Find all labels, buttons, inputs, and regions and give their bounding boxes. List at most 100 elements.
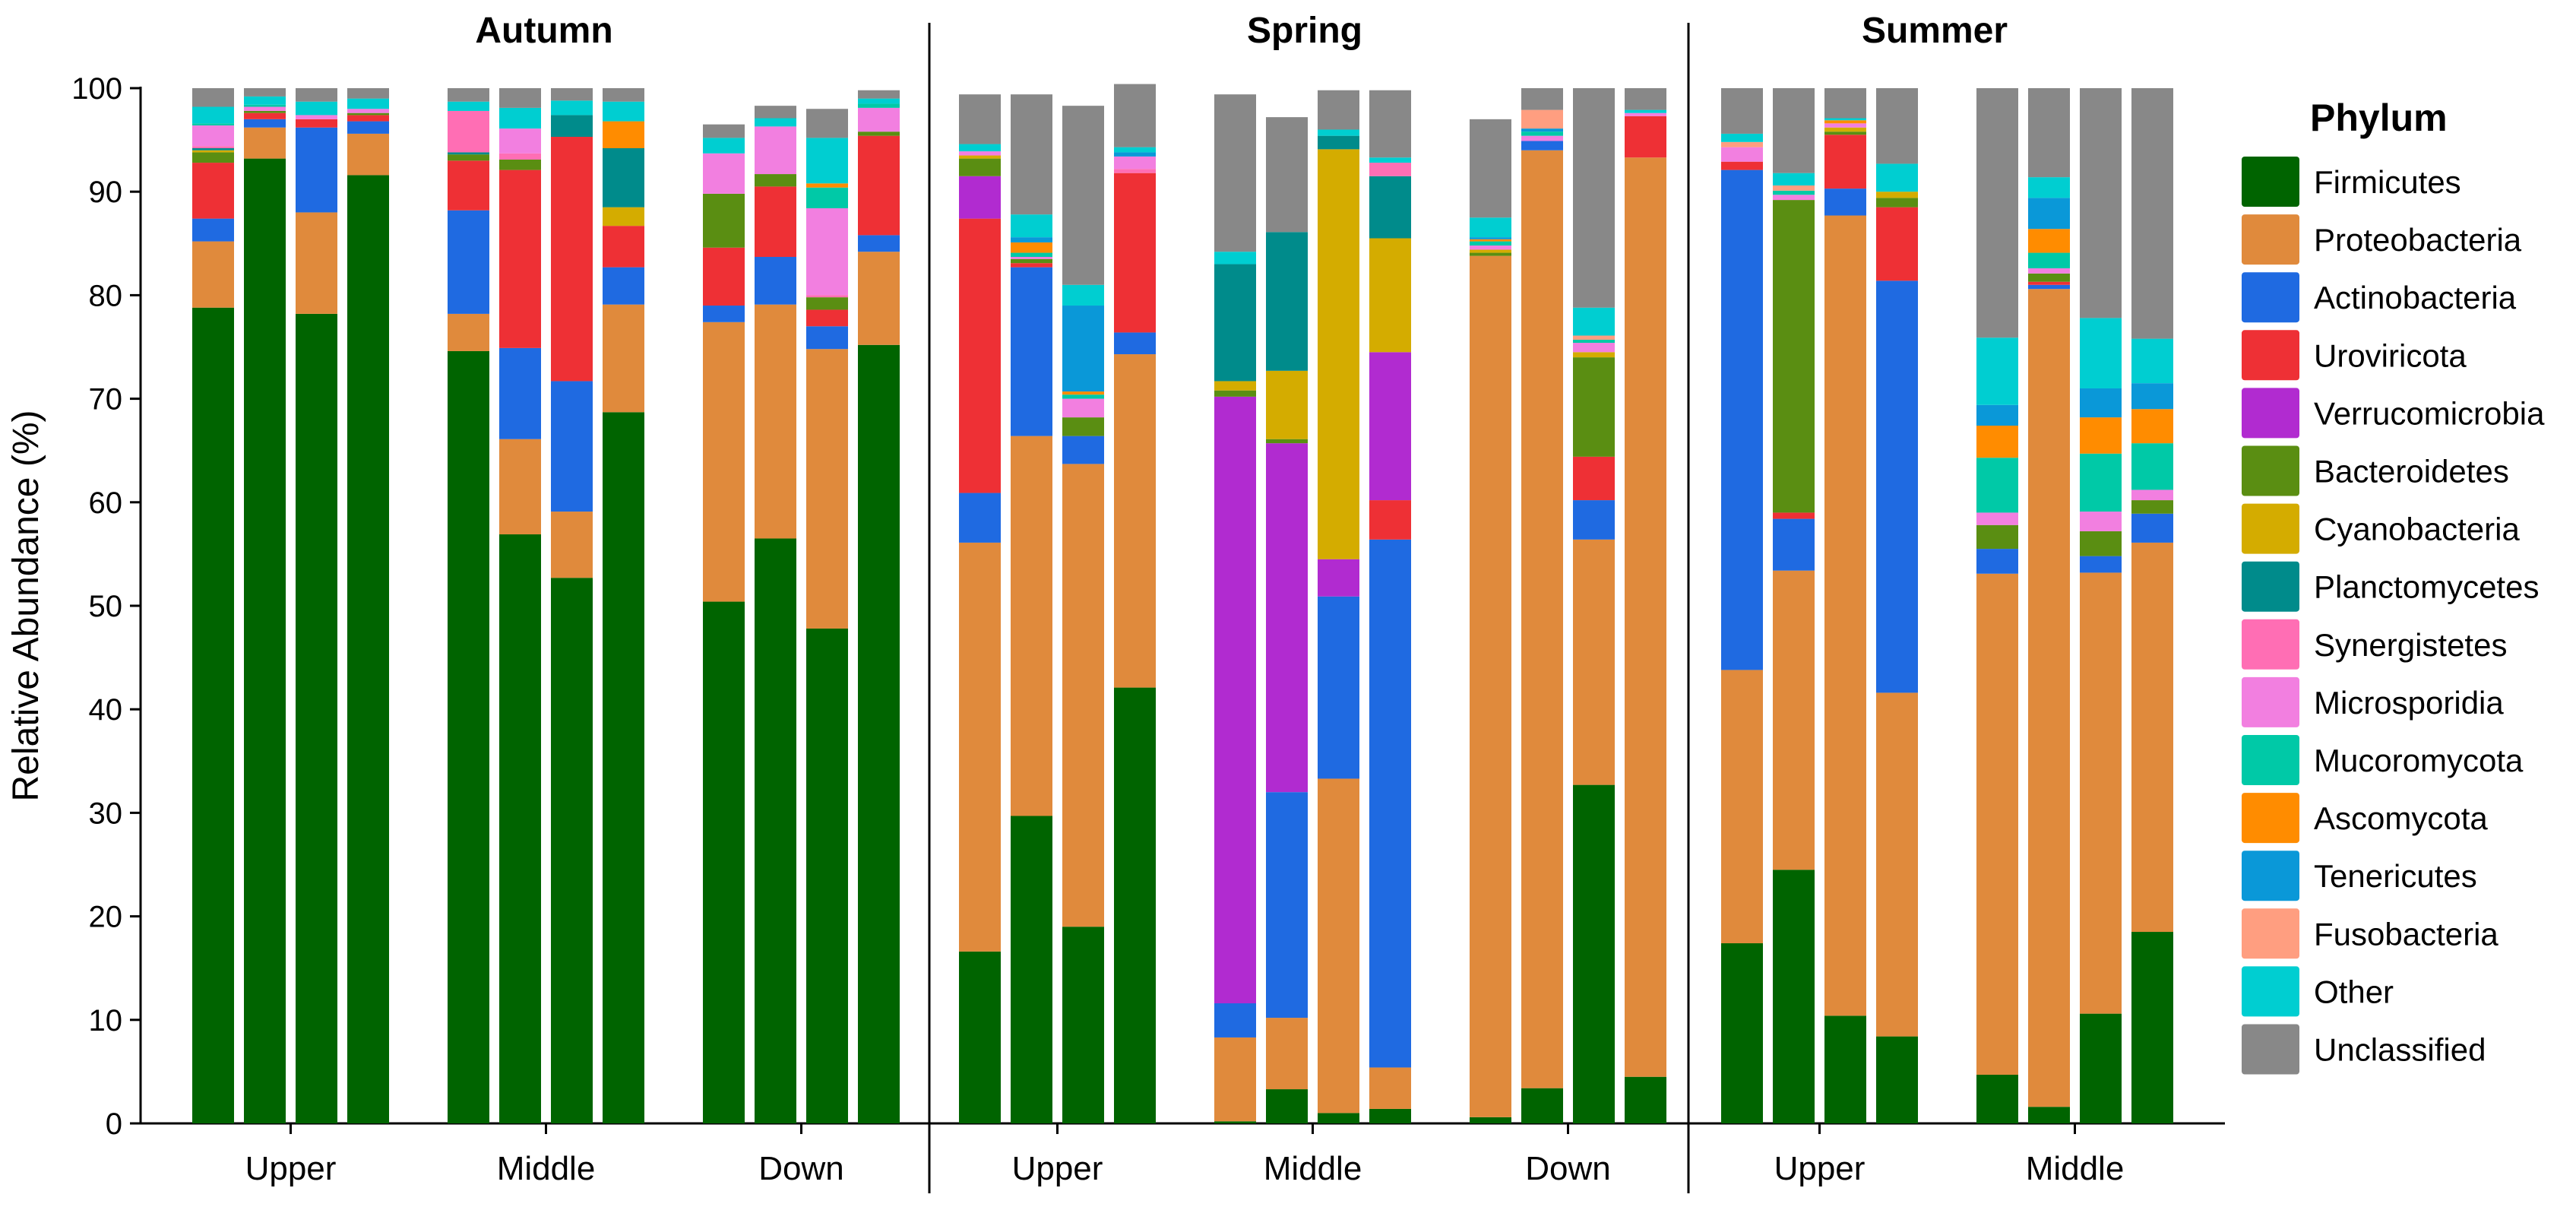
bar-spring-middle-1 <box>1214 94 1256 1123</box>
legend-item-other: Other <box>2242 966 2394 1017</box>
segment-actinobacteria <box>1824 188 1866 216</box>
segment-actinobacteria <box>1773 518 1815 571</box>
segment-tenericutes <box>1062 306 1104 392</box>
legend-label-tenericutes: Tenericutes <box>2314 858 2477 894</box>
segment-bacteroidetes <box>1824 131 1866 135</box>
segment-proteobacteria <box>2028 289 2070 1107</box>
segment-actinobacteria <box>858 235 900 252</box>
y-axis-title: Relative Abundance (%) <box>6 410 46 802</box>
segment-microsporidia <box>1625 112 1666 116</box>
segment-firmicutes <box>1976 1074 2018 1123</box>
legend-item-bacteroidetes: Bacteroidetes <box>2242 445 2509 496</box>
segment-fusobacteria <box>1721 141 1763 147</box>
segment-firmicutes <box>1824 1015 1866 1123</box>
segment-verrucomicrobia <box>959 176 1001 219</box>
segment-microsporidia <box>2028 268 2070 274</box>
legend-swatch-actinobacteria <box>2242 272 2299 323</box>
segment-fusobacteria <box>1521 109 1563 129</box>
segment-tenericutes <box>1521 128 1563 132</box>
segment-uroviricota <box>755 186 796 258</box>
segment-actinobacteria <box>2131 513 2173 543</box>
segment-other <box>1062 284 1104 306</box>
segment-uroviricota <box>703 247 745 306</box>
legend-item-synergistetes: Synergistetes <box>2242 619 2507 670</box>
segment-proteobacteria <box>1573 539 1615 785</box>
segment-other <box>755 118 796 127</box>
y-tick-label-40: 40 <box>89 693 123 727</box>
legend-item-proteobacteria: Proteobacteria <box>2242 214 2522 265</box>
segment-actinobacteria <box>755 257 796 305</box>
legend-swatch-fusobacteria <box>2242 908 2299 959</box>
segment-unclassified <box>858 90 900 99</box>
segment-actinobacteria <box>1369 539 1411 1068</box>
segment-bacteroidetes <box>703 193 745 248</box>
legend-swatch-tenericutes <box>2242 851 2299 901</box>
segment-microsporidia <box>347 109 389 113</box>
segment-actinobacteria <box>1521 141 1563 150</box>
segment-unclassified <box>806 109 848 138</box>
segment-actinobacteria <box>2028 284 2070 290</box>
legend-item-planctomycetes: Planctomycetes <box>2242 561 2539 612</box>
segment-proteobacteria <box>703 322 745 602</box>
segment-firmicutes <box>347 175 389 1124</box>
segment-proteobacteria <box>1625 157 1666 1077</box>
legend-label-ascomycota: Ascomycota <box>2314 800 2488 836</box>
segment-proteobacteria <box>1521 150 1563 1088</box>
segment-mucoromycota <box>1976 458 2018 513</box>
bar-summer-upper-2 <box>1773 88 1815 1123</box>
segment-other <box>1573 307 1615 336</box>
legend-swatch-firmicutes <box>2242 157 2299 207</box>
bar-spring-middle-2 <box>1266 117 1308 1123</box>
segment-unclassified <box>244 88 286 97</box>
bar-spring-down-4 <box>1625 88 1666 1123</box>
bar-autumn-down-4 <box>858 90 900 1123</box>
segment-other <box>806 138 848 184</box>
segment-actinobacteria <box>1214 1003 1256 1038</box>
segment-actinobacteria <box>448 210 489 314</box>
segment-cyanobacteria <box>1824 127 1866 132</box>
y-tick-label-90: 90 <box>89 176 123 209</box>
segment-unclassified <box>959 94 1001 144</box>
segment-bacteroidetes <box>959 158 1001 176</box>
segment-verrucomicrobia <box>1266 443 1308 793</box>
segment-proteobacteria <box>1062 464 1104 927</box>
segment-microsporidia <box>244 106 286 111</box>
segment-uroviricota <box>1773 512 1815 519</box>
legend-item-mucoromycota: Mucoromycota <box>2242 735 2524 785</box>
segment-microsporidia <box>959 151 1001 156</box>
segment-unclassified <box>1062 106 1104 285</box>
segment-ascomycota <box>1976 426 2018 458</box>
bar-summer-upper-4 <box>1876 88 1918 1123</box>
bar-summer-middle-3 <box>2080 88 2122 1123</box>
segment-uroviricota <box>1824 135 1866 189</box>
segment-mucoromycota <box>2080 453 2122 512</box>
legend-label-bacteroidetes: Bacteroidetes <box>2314 454 2509 489</box>
segment-firmicutes <box>1214 1121 1256 1123</box>
segment-ascomycota <box>2080 417 2122 454</box>
segment-bacteroidetes <box>1976 524 2018 550</box>
x-tick-label-upper: Upper <box>1774 1150 1866 1187</box>
segment-actinobacteria <box>1721 169 1763 670</box>
segment-cyanobacteria <box>1369 238 1411 353</box>
segment-microsporidia <box>1062 398 1104 418</box>
segment-microsporidia <box>1114 156 1156 169</box>
segment-bacteroidetes <box>755 174 796 187</box>
segment-proteobacteria <box>858 252 900 345</box>
segment-firmicutes <box>1573 784 1615 1123</box>
segment-cyanobacteria <box>1876 192 1918 198</box>
segment-microsporidia <box>2131 489 2173 501</box>
segment-unclassified <box>1521 88 1563 110</box>
segment-planctomycetes <box>1318 135 1359 150</box>
legend-item-actinobacteria: Actinobacteria <box>2242 272 2517 323</box>
segment-unclassified <box>1876 88 1918 164</box>
segment-cyanobacteria <box>1470 249 1511 253</box>
bar-spring-upper-2 <box>1011 94 1052 1123</box>
segment-mucoromycota <box>806 187 848 208</box>
segment-actinobacteria <box>1976 549 2018 574</box>
segment-uroviricota <box>1625 116 1666 158</box>
y-tick-label-20: 20 <box>89 901 123 934</box>
segment-firmicutes <box>1625 1076 1666 1123</box>
segment-firmicutes <box>296 313 337 1123</box>
segment-synergistetes <box>806 295 848 298</box>
bar-autumn-upper-1 <box>192 88 234 1123</box>
